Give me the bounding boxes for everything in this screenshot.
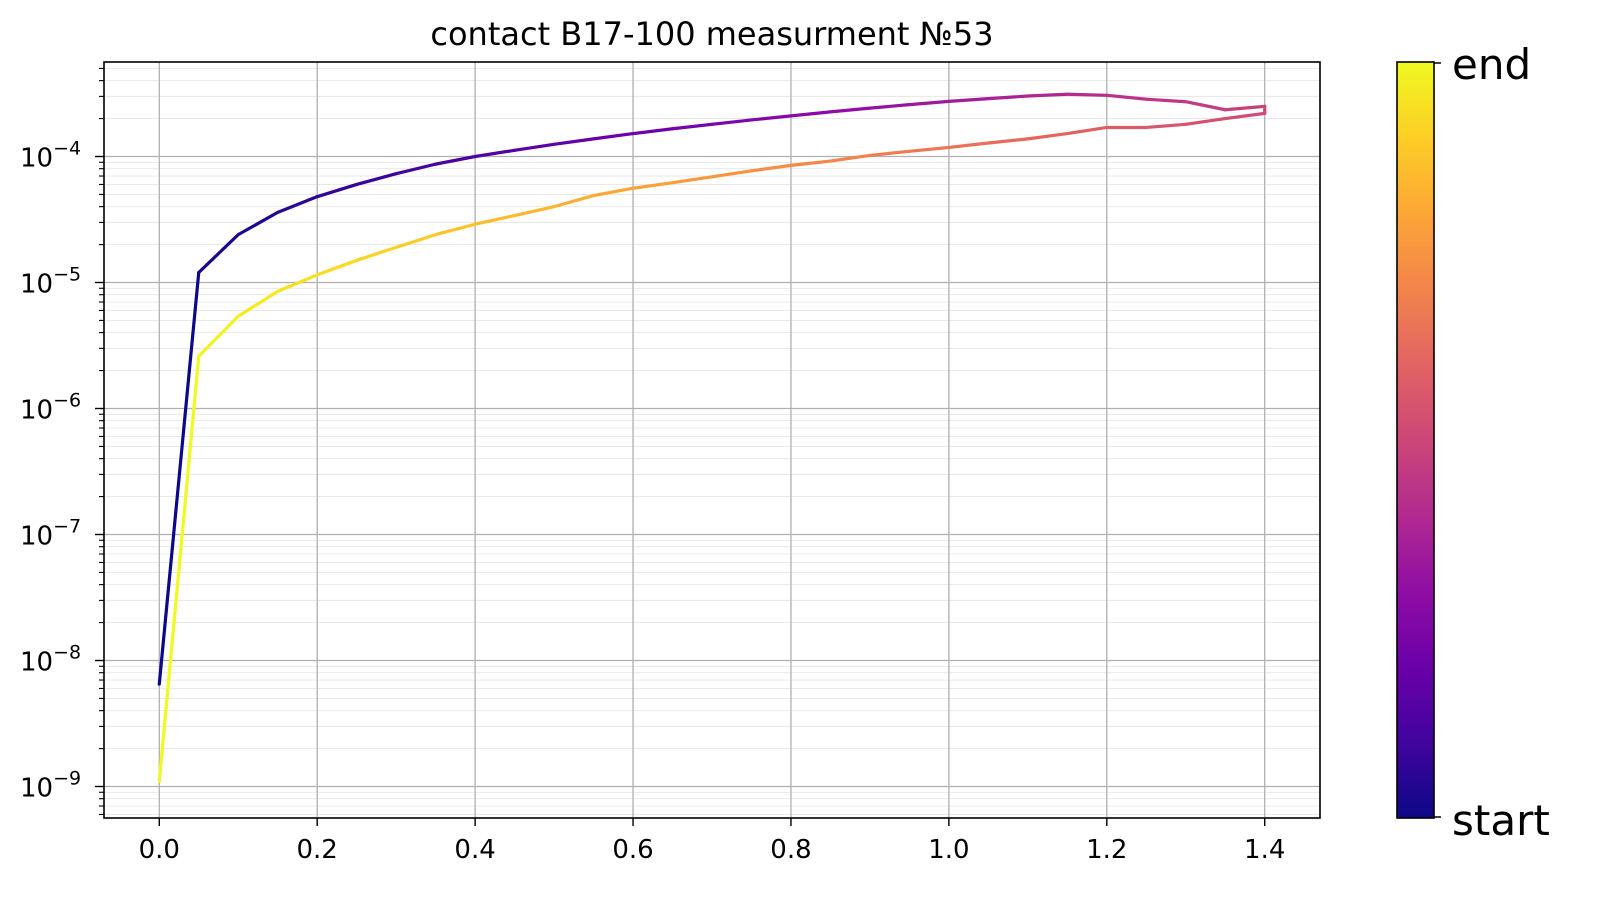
series-segment <box>947 141 990 150</box>
series-segment <box>1105 93 1148 101</box>
series-segment <box>512 142 556 152</box>
series-segment <box>591 131 635 141</box>
series-segment <box>434 222 477 237</box>
y-tick-label: 10−9 <box>20 768 81 804</box>
x-tick-label: 1.0 <box>928 835 969 865</box>
grid <box>104 62 1320 818</box>
x-tick-label: 0.0 <box>139 835 180 865</box>
colorbar-label-end: end <box>1452 40 1531 89</box>
series-segment <box>670 175 714 185</box>
series-segment <box>907 145 951 153</box>
plot-area <box>103 61 1321 819</box>
series-segment <box>631 127 675 136</box>
series-segment <box>1184 116 1227 126</box>
series-segment <box>828 153 872 163</box>
x-tick-label: 0.2 <box>297 835 338 865</box>
series-segment <box>276 195 319 215</box>
y-tick-label: 10−5 <box>20 264 81 300</box>
series-segment <box>315 258 359 277</box>
series-segment <box>591 186 635 198</box>
y-tick-label: 10−4 <box>20 138 81 174</box>
series-segment <box>552 193 596 209</box>
series-segment <box>631 181 675 190</box>
series-segment <box>355 172 398 187</box>
series-segment <box>1184 100 1227 112</box>
series-segment <box>276 273 319 293</box>
series-segment <box>394 162 438 176</box>
colorbar-label-start: start <box>1452 796 1550 845</box>
series-segment <box>157 270 201 686</box>
series-iv-curve <box>157 92 1267 783</box>
series-segment <box>197 232 240 275</box>
x-tick-label: 1.2 <box>1086 835 1127 865</box>
series-segment <box>710 169 754 179</box>
series-segment <box>710 118 754 126</box>
series-segment <box>394 232 438 249</box>
series-segment <box>236 210 280 237</box>
series-segment <box>907 99 951 107</box>
series-segment <box>1223 111 1267 121</box>
series-segment <box>1144 97 1188 104</box>
series-segment <box>828 106 872 114</box>
series-segment <box>1065 92 1109 97</box>
colorbar-gradient <box>1396 61 1435 819</box>
series-segment <box>1223 104 1267 112</box>
series-segment <box>1026 92 1069 98</box>
x-tick-label: 0.4 <box>454 835 495 865</box>
series-segment <box>197 314 240 358</box>
series-segment <box>512 205 556 218</box>
chart-title: contact B17-100 measurment №53 <box>430 15 993 53</box>
x-tick-label: 0.6 <box>612 835 653 865</box>
series-segment <box>749 163 793 173</box>
y-tick-label: 10−6 <box>20 390 81 426</box>
series-segment <box>749 114 793 122</box>
x-axis: 0.0 0.2 0.4 0.6 0.8 1.0 1.2 1.4 <box>139 818 1285 865</box>
series-segment <box>1065 125 1109 136</box>
series-segment <box>789 110 833 118</box>
series-segment <box>1026 131 1069 141</box>
series-segment <box>236 289 280 318</box>
series-segment <box>947 97 990 103</box>
series-segment <box>473 148 517 159</box>
y-tick-label: 10−8 <box>20 642 81 678</box>
series-segment <box>1144 122 1188 130</box>
series-segment <box>315 182 359 199</box>
series-segment <box>552 137 596 146</box>
series-segment <box>434 154 477 166</box>
x-tick-label: 1.4 <box>1244 835 1285 865</box>
series-segment <box>355 245 398 262</box>
series-segment <box>670 122 714 131</box>
series-segment <box>986 94 1030 101</box>
series-segment <box>986 137 1030 145</box>
series-segment <box>868 149 912 158</box>
x-tick-label: 0.8 <box>770 835 811 865</box>
y-tick-label: 10−7 <box>20 516 81 552</box>
y-axis: 10−9 10−8 10−7 10−6 10−5 10−4 <box>20 67 104 816</box>
series-segment <box>157 354 201 783</box>
series-segment <box>868 103 912 110</box>
series-segment <box>789 159 833 167</box>
series-segment <box>473 213 517 226</box>
colorbar: end start <box>1396 40 1550 845</box>
